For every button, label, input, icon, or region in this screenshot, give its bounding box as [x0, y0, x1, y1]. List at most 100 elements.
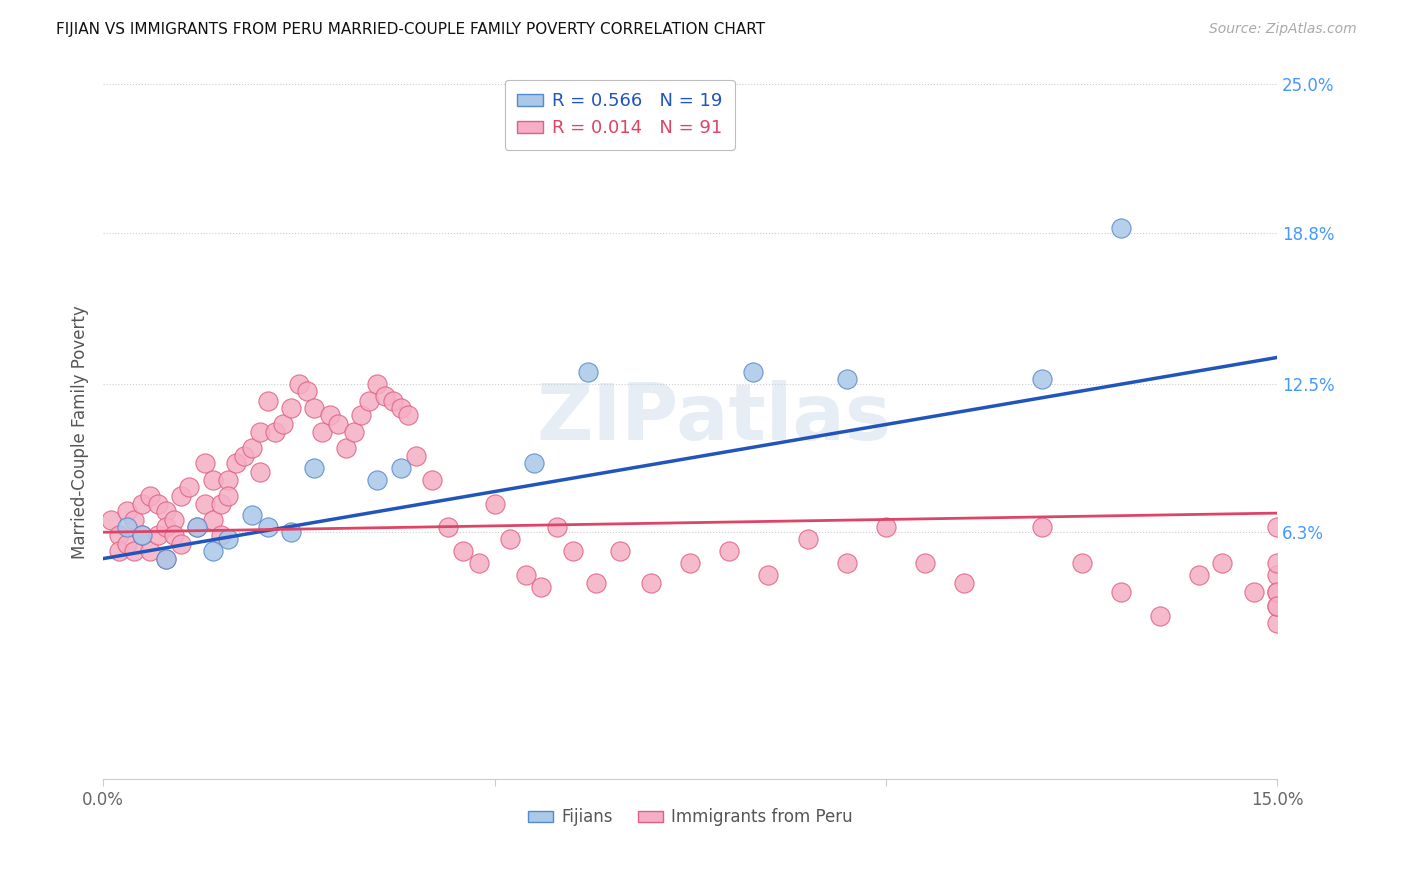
Point: [420, 473, 443, 487]
Text: ZIPatlas: ZIPatlas: [536, 380, 891, 456]
Point: [124, 513, 146, 527]
Point: [1265, 585, 1288, 599]
Point: [179, 480, 201, 494]
Point: [451, 544, 474, 558]
Point: [225, 456, 247, 470]
Point: [256, 393, 278, 408]
Point: [162, 513, 184, 527]
Point: [499, 533, 522, 547]
Point: [561, 544, 583, 558]
Point: [758, 568, 780, 582]
Point: [796, 533, 818, 547]
Point: [170, 489, 193, 503]
Point: [585, 575, 607, 590]
Point: [288, 376, 311, 391]
Point: [256, 520, 278, 534]
Point: [271, 417, 294, 432]
Point: [155, 520, 177, 534]
Point: [249, 466, 271, 480]
Point: [1265, 585, 1288, 599]
Point: [578, 365, 600, 379]
Point: [1109, 585, 1132, 599]
Point: [124, 544, 146, 558]
Point: [741, 365, 763, 379]
Point: [381, 393, 404, 408]
Point: [1070, 557, 1092, 571]
Point: [233, 449, 256, 463]
Point: [1031, 372, 1053, 386]
Point: [201, 544, 224, 558]
Point: [194, 496, 217, 510]
Point: [396, 408, 419, 422]
Point: [107, 527, 129, 541]
Point: [366, 473, 388, 487]
Point: [201, 513, 224, 527]
Point: [389, 460, 412, 475]
Point: [343, 425, 366, 439]
Point: [146, 527, 169, 541]
Point: [366, 376, 388, 391]
Point: [1031, 520, 1053, 534]
Point: [953, 575, 976, 590]
Point: [319, 408, 342, 422]
Point: [326, 417, 349, 432]
Point: [115, 537, 138, 551]
Point: [280, 525, 302, 540]
Point: [1243, 585, 1265, 599]
Point: [186, 520, 208, 534]
Point: [389, 401, 412, 415]
Point: [835, 372, 858, 386]
Point: [914, 557, 936, 571]
Point: [304, 401, 326, 415]
Point: [1265, 557, 1288, 571]
Point: [1265, 568, 1288, 582]
Point: [131, 496, 153, 510]
Point: [280, 401, 302, 415]
Point: [240, 442, 263, 456]
Legend: Fijians, Immigrants from Peru: Fijians, Immigrants from Peru: [522, 802, 859, 833]
Point: [155, 551, 177, 566]
Point: [217, 473, 239, 487]
Point: [115, 520, 138, 534]
Point: [139, 544, 162, 558]
Point: [640, 575, 662, 590]
Point: [209, 527, 232, 541]
Point: [359, 393, 381, 408]
Point: [1265, 599, 1288, 614]
Point: [139, 489, 162, 503]
Point: [523, 456, 546, 470]
Point: [1109, 221, 1132, 235]
Point: [217, 489, 239, 503]
Point: [1265, 616, 1288, 631]
Point: [107, 544, 129, 558]
Point: [217, 533, 239, 547]
Point: [162, 527, 184, 541]
Point: [436, 520, 458, 534]
Point: [295, 384, 318, 398]
Point: [530, 580, 553, 594]
Point: [201, 473, 224, 487]
Point: [194, 456, 217, 470]
Point: [146, 496, 169, 510]
Point: [1188, 568, 1211, 582]
Point: [1149, 609, 1171, 624]
Point: [155, 551, 177, 566]
Point: [264, 425, 287, 439]
Text: FIJIAN VS IMMIGRANTS FROM PERU MARRIED-COUPLE FAMILY POVERTY CORRELATION CHART: FIJIAN VS IMMIGRANTS FROM PERU MARRIED-C…: [56, 22, 765, 37]
Point: [1265, 520, 1288, 534]
Point: [335, 442, 357, 456]
Point: [170, 537, 193, 551]
Point: [350, 408, 373, 422]
Point: [186, 520, 208, 534]
Point: [546, 520, 568, 534]
Y-axis label: Married-Couple Family Poverty: Married-Couple Family Poverty: [72, 305, 89, 558]
Point: [240, 508, 263, 523]
Point: [115, 504, 138, 518]
Point: [311, 425, 333, 439]
Point: [374, 389, 396, 403]
Point: [100, 513, 122, 527]
Point: [468, 557, 491, 571]
Point: [304, 460, 326, 475]
Point: [679, 557, 702, 571]
Point: [515, 568, 537, 582]
